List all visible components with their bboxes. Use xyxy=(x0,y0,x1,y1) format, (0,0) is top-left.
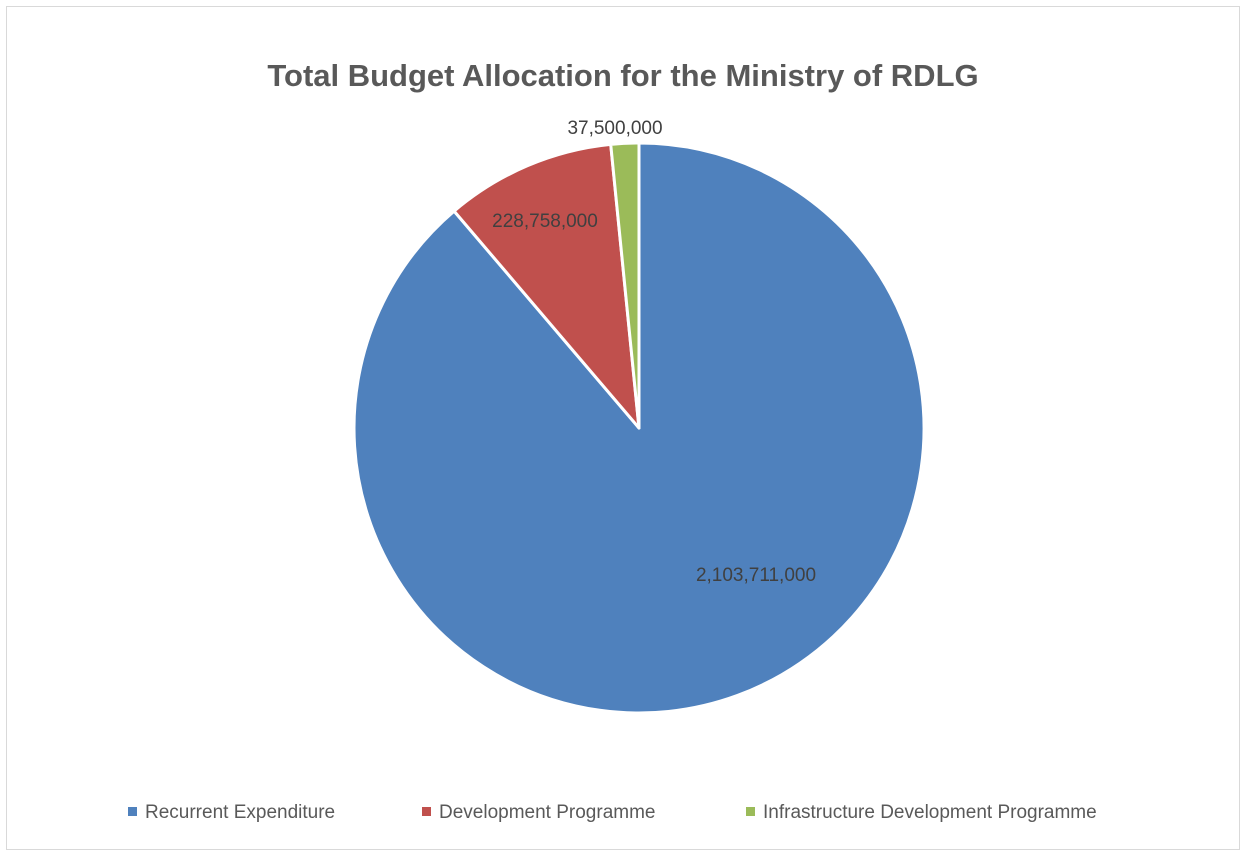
legend-item-infrastructure-development-programme: Infrastructure Development Programme xyxy=(746,802,1097,823)
legend-label: Recurrent Expenditure xyxy=(145,802,335,823)
legend-label: Infrastructure Development Programme xyxy=(763,802,1097,823)
pie-slices xyxy=(352,141,926,715)
legend-label: Development Programme xyxy=(439,802,655,823)
legend-item-development-programme: Development Programme xyxy=(422,802,655,823)
data-labels: 2,103,711,000 228,758,000 37,500,000 xyxy=(492,118,816,586)
chart-title: Total Budget Allocation for the Ministry… xyxy=(267,58,978,93)
data-label-recurrent-expenditure: 2,103,711,000 xyxy=(696,565,816,586)
legend-swatch xyxy=(746,807,755,816)
legend: Recurrent Expenditure Development Program… xyxy=(128,802,1097,823)
legend-swatch xyxy=(422,807,431,816)
data-label-infrastructure-development-programme: 37,500,000 xyxy=(567,118,662,139)
slice-infrastructure-development-programme xyxy=(609,141,641,430)
slice-development-programme xyxy=(452,142,641,430)
legend-item-recurrent-expenditure: Recurrent Expenditure xyxy=(128,802,335,823)
legend-swatch xyxy=(128,807,137,816)
data-label-development-programme: 228,758,000 xyxy=(492,211,598,232)
